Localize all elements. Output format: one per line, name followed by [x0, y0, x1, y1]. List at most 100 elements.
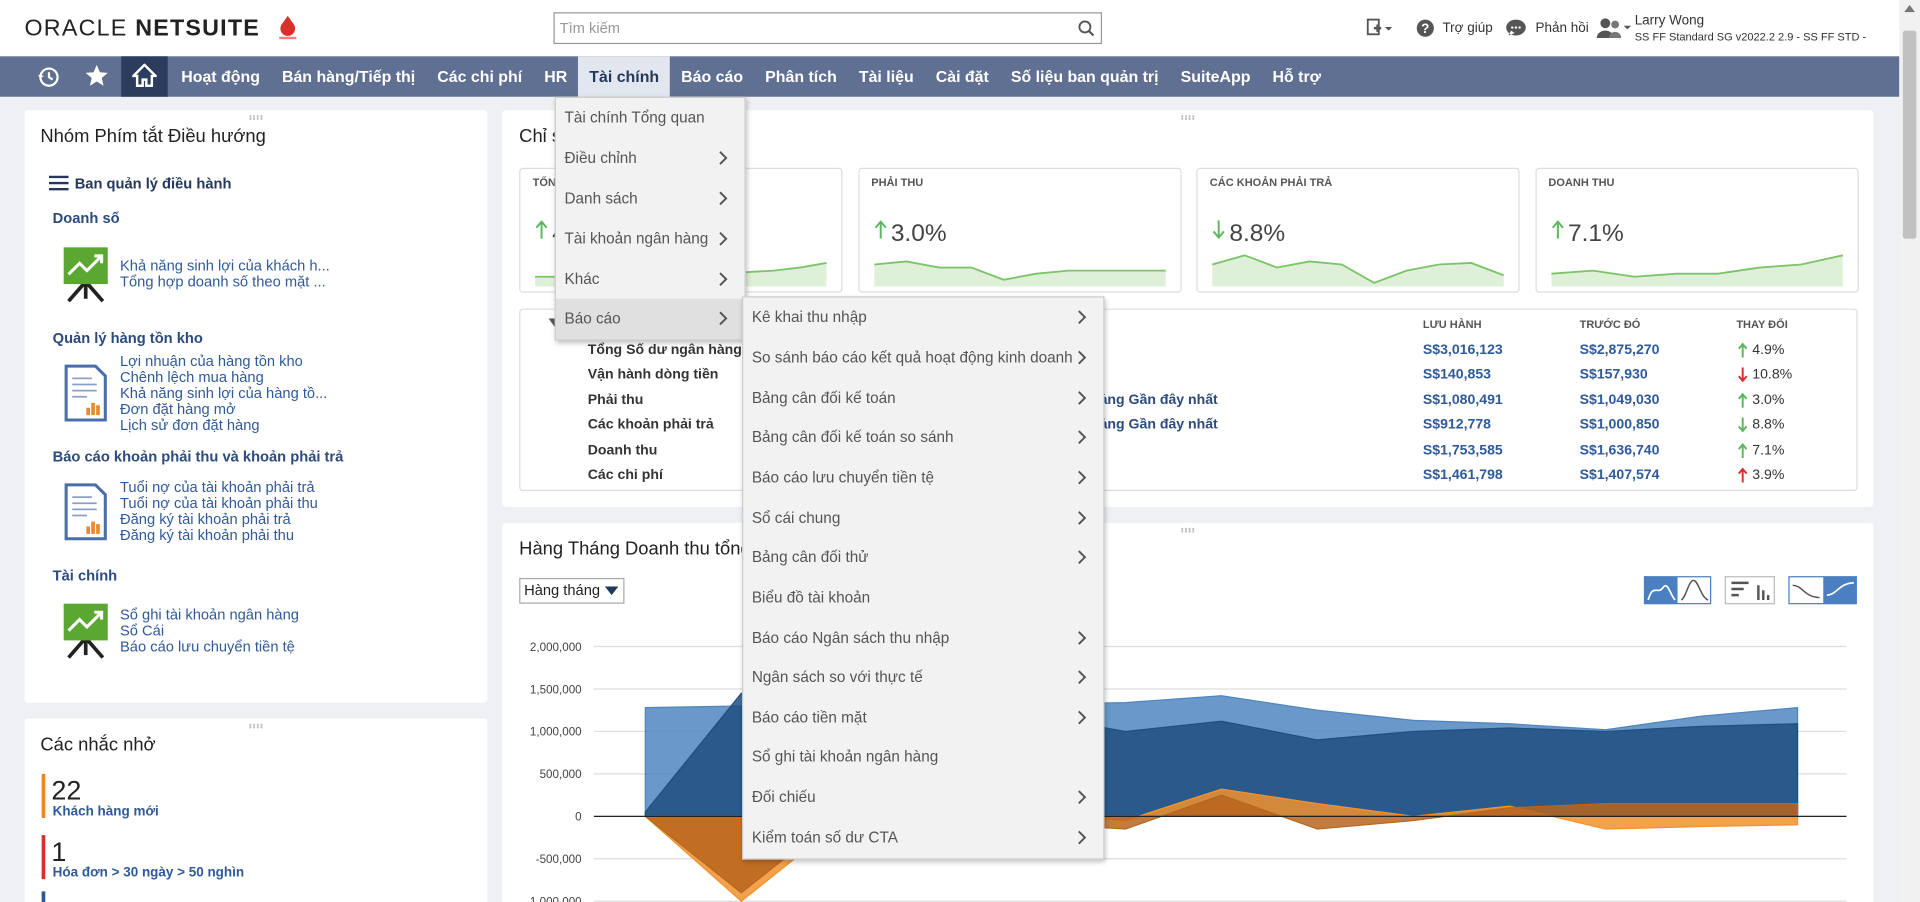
- menu-item[interactable]: Báo cáo lưu chuyển tiền tệ: [743, 457, 1103, 497]
- help-icon[interactable]: ?: [1416, 18, 1436, 38]
- shortcut-link[interactable]: Chênh lệch mua hàng: [120, 368, 264, 386]
- nav-item[interactable]: Bán hàng/Tiếp thị: [281, 67, 416, 86]
- nav-item[interactable]: Cài đặt: [935, 67, 989, 86]
- menu-item[interactable]: Điều chỉnh: [556, 138, 745, 178]
- nav-item[interactable]: Hỗ trợ: [1272, 67, 1321, 86]
- nav-item[interactable]: Tài liệu: [858, 67, 914, 86]
- chart-type-buttons[interactable]: [1643, 576, 1859, 605]
- nav-item[interactable]: Phân tích: [765, 67, 837, 86]
- header-link[interactable]: Ban quản lý điều hành: [74, 175, 232, 193]
- shortcut-link[interactable]: Sổ Cái: [120, 622, 165, 640]
- shortcut-link[interactable]: Lịch sử đơn đặt hàng: [120, 416, 260, 434]
- menu-item-active[interactable]: Báo cáo: [555, 298, 745, 339]
- menu-item[interactable]: Kiểm toán số dư CTA: [743, 817, 1103, 857]
- group-title[interactable]: Tài chính: [52, 566, 118, 585]
- reminder-count[interactable]: 22: [51, 775, 82, 806]
- shortcut-link[interactable]: Sổ ghi tài khoản ngân hàng: [120, 606, 299, 624]
- nav-item-active[interactable]: Tài chính: [578, 56, 671, 97]
- logo[interactable]: ORACLE NETSUITE: [24, 16, 260, 43]
- scroll-arrow[interactable]: [1904, 4, 1916, 13]
- shortcut-link[interactable]: Tổng hợp doanh số theo mặt ...: [120, 273, 326, 291]
- nav-item[interactable]: Số liệu ban quản trị: [1010, 67, 1159, 86]
- menu-item[interactable]: Tài chính Tổng quan: [556, 98, 745, 138]
- row-current[interactable]: S$912,778: [1422, 417, 1491, 433]
- dropdown-menu: Tài chính Tổng quan Điều chỉnh Danh sách Tà…: [554, 96, 746, 341]
- drag-handle[interactable]: [248, 723, 264, 729]
- menu-item[interactable]: Bảng cân đối kế toán so sánh: [743, 417, 1103, 457]
- reminder-label[interactable]: Khách hàng mới: [52, 804, 159, 820]
- reminder-label[interactable]: Hóa đơn > 30 ngày > 50 nghìn: [52, 865, 245, 881]
- reminder-count[interactable]: 1: [51, 836, 67, 867]
- shortcut-link[interactable]: Khả năng sinh lợi của hàng tồ...: [120, 384, 328, 402]
- shortcut-link[interactable]: Đăng ký tài khoản phải thu: [120, 526, 295, 544]
- row-previous[interactable]: S$2,875,270: [1579, 342, 1660, 358]
- menu-item[interactable]: Kê khai thu nhập: [743, 298, 1103, 338]
- favorites-icon[interactable]: [84, 64, 108, 88]
- menu-icon[interactable]: [48, 175, 70, 192]
- menu-item[interactable]: Bảng cân đối kế toán: [743, 378, 1103, 418]
- user-icon[interactable]: [1596, 17, 1633, 39]
- row-previous[interactable]: S$157,930: [1579, 367, 1648, 383]
- menu-item[interactable]: Ngân sách so với thực tế: [743, 657, 1103, 697]
- menu-item[interactable]: Báo cáo Ngân sách thu nhập: [743, 617, 1103, 657]
- spark-line: [1211, 254, 1504, 284]
- row-period[interactable]: ảng Gần đây nhất: [1099, 392, 1218, 408]
- create-icon[interactable]: [1364, 17, 1393, 39]
- home-button[interactable]: [121, 56, 168, 97]
- row-previous[interactable]: S$1,407,574: [1579, 467, 1660, 483]
- shortcut-link[interactable]: Tuổi nợ của tài khoản phải trả: [120, 478, 315, 496]
- doc: [64, 482, 107, 540]
- shortcut-link[interactable]: Đơn đặt hàng mở: [120, 400, 236, 418]
- drag-handle[interactable]: [1180, 115, 1196, 121]
- menu-item[interactable]: Sổ cái chung: [743, 497, 1103, 537]
- row-previous[interactable]: S$1,636,740: [1579, 442, 1660, 458]
- shortcut-link[interactable]: Đăng ký tài khoản phải trả: [120, 510, 291, 528]
- shortcut-link[interactable]: Báo cáo lưu chuyển tiền tệ: [120, 637, 295, 656]
- feedback-link[interactable]: Phản hồi: [1535, 20, 1589, 36]
- menu-item[interactable]: Tài khoản ngân hàng: [556, 218, 745, 258]
- chevron: [719, 271, 728, 286]
- shortcut-link[interactable]: Lợi nhuận của hàng tồn kho: [120, 352, 303, 370]
- menu-item[interactable]: So sánh báo cáo kết quả hoạt động kinh d…: [743, 338, 1103, 378]
- menu-item[interactable]: Bảng cân đối thử: [743, 537, 1103, 577]
- drag-handle[interactable]: [1180, 527, 1196, 533]
- row-current[interactable]: S$1,753,585: [1422, 442, 1503, 458]
- scrollbar[interactable]: [1899, 0, 1920, 902]
- row-current[interactable]: S$1,080,491: [1422, 392, 1503, 408]
- shortcut-link[interactable]: Khả năng sinh lợi của khách h...: [120, 257, 330, 275]
- nav-item[interactable]: Báo cáo: [681, 67, 744, 86]
- feedback-icon[interactable]: [1505, 18, 1527, 38]
- menu-item[interactable]: Sổ ghi tài khoản ngân hàng: [743, 737, 1103, 777]
- menu-item[interactable]: Báo cáo tiền mặt: [743, 697, 1103, 737]
- row-period[interactable]: ảng Gần đây nhất: [1099, 417, 1218, 433]
- menu-item[interactable]: Biểu đồ tài khoản: [743, 577, 1103, 617]
- chevron-path: [719, 271, 728, 286]
- row-current[interactable]: S$140,853: [1422, 367, 1491, 383]
- chevron: [1078, 550, 1087, 565]
- group-title[interactable]: Doanh số: [52, 209, 120, 227]
- menu-item[interactable]: Danh sách: [556, 178, 745, 218]
- shortcut-link[interactable]: Tuổi nợ của tài khoản phải thu: [120, 494, 318, 512]
- search-icon[interactable]: [1078, 20, 1095, 37]
- period-select[interactable]: Hàng tháng: [519, 577, 625, 604]
- row-previous[interactable]: S$1,049,030: [1579, 392, 1660, 408]
- search-box[interactable]: Tìm kiếm: [553, 12, 1103, 45]
- nav-item[interactable]: HR: [544, 67, 568, 86]
- menu-item[interactable]: Đối chiếu: [743, 777, 1103, 817]
- reminder-bar: [41, 891, 46, 902]
- menu-item[interactable]: Khác: [556, 259, 745, 299]
- drag-handle[interactable]: [248, 115, 264, 121]
- recent-icon[interactable]: [37, 65, 61, 89]
- scroll-thumb[interactable]: [1902, 30, 1917, 239]
- row-current[interactable]: S$1,461,798: [1422, 467, 1503, 483]
- group-title[interactable]: Báo cáo khoản phải thu và khoản phải trả: [52, 448, 344, 466]
- nav-item[interactable]: Các chi phí: [437, 67, 523, 86]
- nav-item[interactable]: SuiteApp: [1180, 67, 1251, 86]
- row-previous[interactable]: S$1,000,850: [1579, 417, 1660, 433]
- group-title[interactable]: Quản lý hàng tồn kho: [52, 329, 203, 347]
- arrow-path: [1738, 342, 1748, 358]
- user-name[interactable]: Larry Wong: [1634, 13, 1705, 29]
- help-link[interactable]: Trợ giúp: [1442, 20, 1493, 36]
- nav-item[interactable]: Hoạt động: [181, 67, 260, 86]
- row-current[interactable]: S$3,016,123: [1422, 342, 1503, 358]
